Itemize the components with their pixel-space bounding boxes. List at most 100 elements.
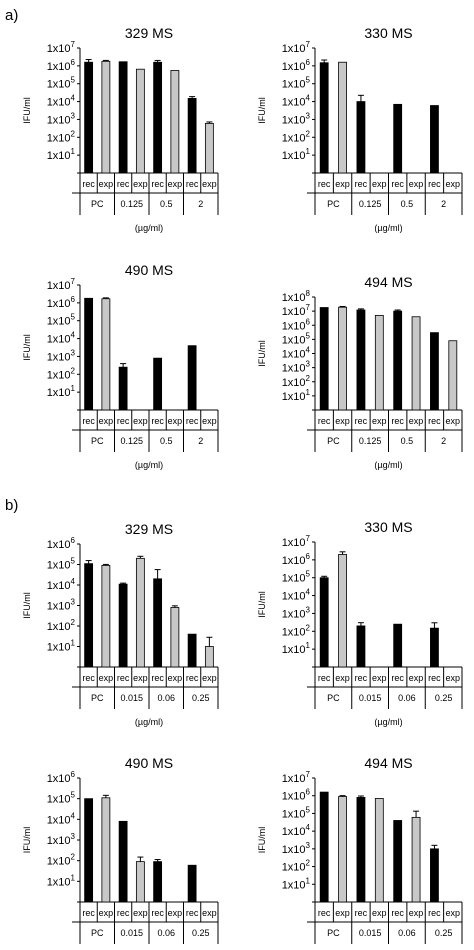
x-axis-unit: (µg/ml): [374, 460, 402, 470]
y-tick-label: 1x107: [282, 534, 311, 549]
sub-label: rec: [391, 673, 404, 683]
y-tick-label: 1x101: [47, 639, 76, 654]
bar-exp: [411, 816, 421, 903]
chart-6: 330 MS IFU/ml 1x101 1x102 1x103 1x104 1x105 1x1…: [257, 519, 463, 727]
sub-label: rec: [391, 908, 404, 918]
y-tick-label: 1x104: [47, 331, 76, 346]
sub-label: rec: [428, 673, 441, 683]
y-axis-label: IFU/ml: [22, 97, 32, 124]
bar-rec: [430, 105, 439, 174]
bar-rec: [118, 820, 128, 903]
y-tick-label: 1x104: [282, 94, 311, 109]
x-axis-unit: (µg/ml): [135, 460, 163, 470]
y-tick-label: 1x103: [282, 360, 311, 375]
y-tick-label: 1x107: [47, 277, 76, 292]
y-tick-label: 1x107: [47, 40, 76, 55]
group-label: 2: [441, 436, 446, 446]
y-tick-label: 1x101: [282, 388, 311, 403]
y-axis-label: IFU/ml: [257, 827, 267, 854]
bar-exp: [101, 298, 111, 411]
group-label: 0.5: [401, 199, 414, 209]
group-label: PC: [91, 436, 104, 446]
sub-label: exp: [409, 416, 424, 426]
y-tick-label: 1x102: [282, 859, 311, 874]
sub-label: exp: [168, 416, 183, 426]
y-tick-label: 1x102: [282, 374, 311, 389]
sub-label: exp: [99, 416, 114, 426]
group-label: 0.5: [160, 436, 173, 446]
y-tick-label: 1x103: [47, 832, 76, 847]
y-tick-label: 1x103: [282, 111, 311, 126]
bar-rec: [430, 627, 439, 668]
sub-label: exp: [372, 179, 387, 189]
sub-label: rec: [318, 908, 331, 918]
group-label: 0.06: [398, 693, 416, 703]
bar-rec: [118, 583, 128, 668]
y-tick-label: 1x102: [47, 853, 76, 868]
bar-rec: [393, 820, 403, 903]
bar-exp: [204, 122, 214, 174]
bar-rec: [319, 791, 329, 903]
chart-title: 330 MS: [364, 519, 412, 535]
group-label: 0.015: [359, 928, 382, 938]
bar-rec: [187, 864, 197, 903]
sub-label: rec: [428, 179, 441, 189]
y-tick-label: 1x105: [282, 570, 311, 585]
bar-exp: [204, 646, 214, 668]
sub-label: rec: [151, 416, 164, 426]
group-label: 0.125: [120, 436, 143, 446]
sub-label: rec: [318, 673, 331, 683]
sub-label: rec: [355, 416, 368, 426]
group-label: 0.25: [435, 928, 453, 938]
y-tick-label: 1x102: [47, 618, 76, 633]
group-label: 0.06: [157, 693, 175, 703]
sub-label: exp: [168, 673, 183, 683]
sub-label: exp: [99, 908, 114, 918]
group-label: PC: [327, 436, 340, 446]
chart-title: 494 MS: [364, 755, 412, 771]
group-label: 0.125: [359, 436, 382, 446]
y-tick-label: 1x101: [282, 876, 311, 891]
bar-rec: [356, 797, 366, 903]
chart-4: 494 MSIFU/ml1x1011x1021x1031x1041x1051x1…: [257, 274, 463, 470]
y-tick-label: 1x104: [282, 346, 311, 361]
sub-label: exp: [335, 416, 350, 426]
bar-exp: [374, 314, 384, 411]
sub-label: rec: [186, 179, 199, 189]
charts-layer: 329 MSIFU/ml1x1011x1021x1031x1041x1051x1…: [22, 25, 463, 944]
bar-rec: [84, 61, 94, 174]
group-label: 0.06: [157, 928, 175, 938]
y-tick-label: 1x102: [282, 129, 311, 144]
panel-label-b: b): [5, 497, 18, 514]
y-tick-label: 1x105: [282, 331, 311, 346]
sub-label: rec: [428, 908, 441, 918]
y-tick-label: 1x101: [47, 384, 76, 399]
bar-rec: [153, 61, 163, 174]
bar-rec: [84, 297, 94, 411]
bar-rec: [319, 62, 329, 174]
bar-rec: [319, 307, 329, 411]
bar-exp: [338, 554, 347, 668]
y-tick-label: 1x106: [282, 317, 311, 332]
sub-label: rec: [355, 673, 368, 683]
sub-label: exp: [202, 908, 217, 918]
bar-exp: [338, 796, 347, 903]
bar-rec: [153, 578, 163, 668]
sub-label: exp: [202, 416, 217, 426]
sub-label: exp: [133, 908, 148, 918]
y-tick-label: 1x106: [282, 552, 311, 567]
bar-rec: [356, 309, 366, 411]
bar-exp: [170, 70, 180, 174]
chart-title: 490 MS: [125, 755, 173, 771]
bar-rec: [393, 103, 403, 174]
bar-rec: [430, 848, 439, 903]
y-tick-label: 1x103: [282, 841, 311, 856]
y-tick-label: 1x103: [47, 598, 76, 613]
chart-5: 329 MS IFU/ml 1x101 1x102 1x103 1x104 1x105 1x1…: [22, 521, 219, 727]
y-axis-label: IFU/ml: [257, 591, 267, 618]
sub-label: exp: [409, 908, 424, 918]
y-axis-label: IFU/ml: [22, 592, 32, 619]
sub-label: exp: [335, 908, 350, 918]
bar-rec: [118, 366, 128, 411]
